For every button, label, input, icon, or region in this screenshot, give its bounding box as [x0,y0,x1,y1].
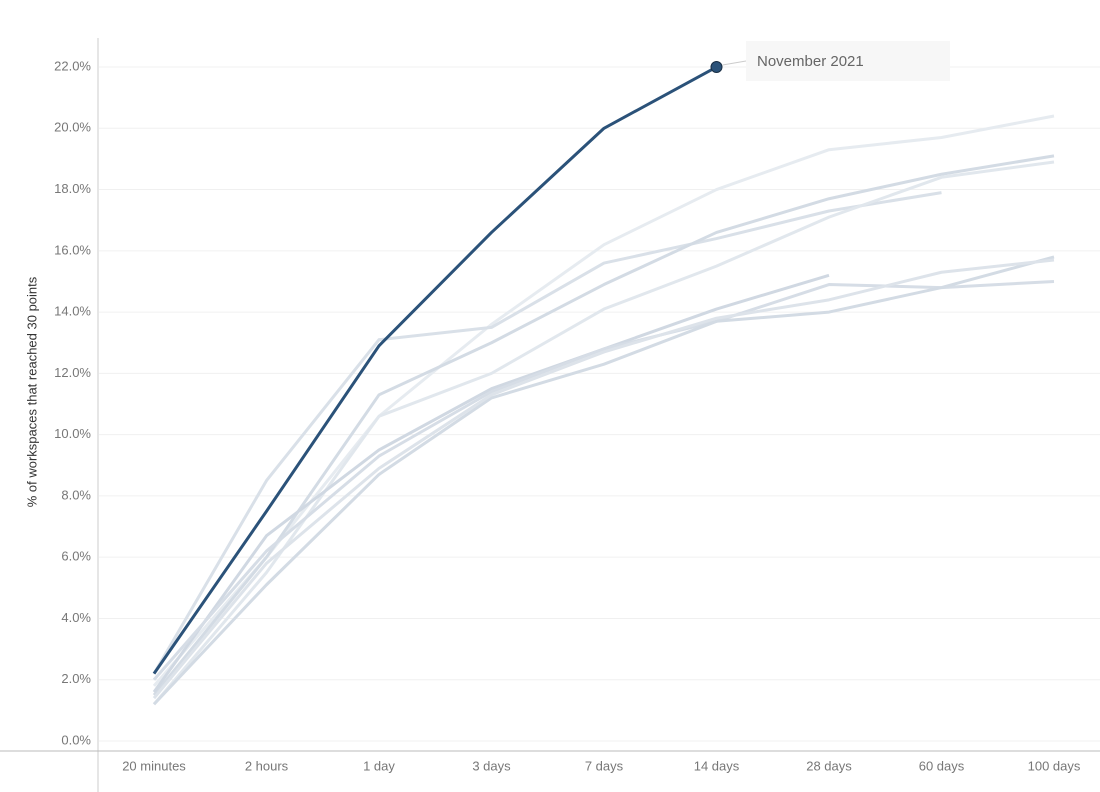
y-tick-label: 18.0% [54,181,91,196]
x-tick-label: 1 day [363,758,395,773]
x-tick-label: 20 minutes [122,758,186,773]
x-tick-label: 60 days [919,758,965,773]
y-tick-label: 16.0% [54,242,91,257]
x-tick-label: 3 days [472,758,511,773]
y-axis-title: % of workspaces that reached 30 points [24,276,39,507]
x-tick-label: 7 days [585,758,624,773]
series-line [152,279,1055,681]
y-tick-label: 2.0% [61,671,91,686]
annotation-box [746,41,950,82]
series-line [152,258,1055,700]
series-line [152,273,830,693]
x-tick-label: 28 days [806,758,852,773]
x-tick-label: 14 days [694,758,740,773]
series-line [152,191,942,675]
y-tick-label: 22.0% [54,58,91,73]
x-tick-label: 2 hours [245,758,289,773]
series-line [152,154,1055,696]
y-tick-label: 20.0% [54,120,91,135]
y-tick-label: 10.0% [54,426,91,441]
annotation-connector [722,60,747,66]
y-tick-label: 8.0% [61,487,91,502]
y-tick-label: 14.0% [54,304,91,319]
y-tick-label: 12.0% [54,365,91,380]
series-line [152,255,1055,706]
y-tick-label: 6.0% [61,549,91,564]
end-marker [710,61,723,74]
y-tick-label: 4.0% [61,610,91,625]
series-line [152,114,1055,687]
x-tick-label: 100 days [1028,758,1081,773]
highlight-line [152,65,718,675]
y-tick-label: 0.0% [61,732,91,747]
annotation: November 2021 [757,53,864,70]
